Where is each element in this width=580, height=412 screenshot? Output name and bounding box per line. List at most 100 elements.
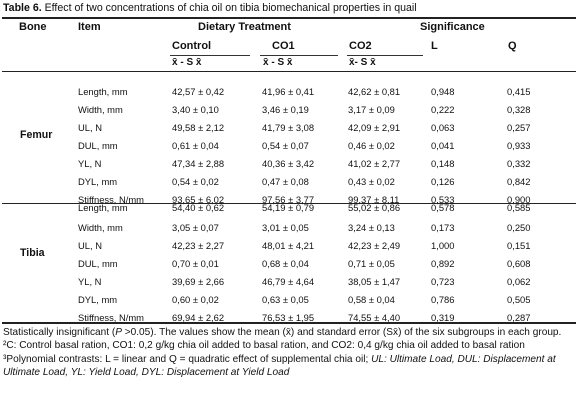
co1-cell: 0,63 ± 0,05 [262, 294, 309, 305]
symbol-control: x̄ - S x̄ [172, 57, 202, 68]
header-bone: Bone [19, 21, 47, 33]
co1-cell: 41,96 ± 0,41 [262, 86, 315, 97]
co2-cell: 41,02 ± 2,77 [348, 158, 401, 169]
q-cell: 0,585 [507, 202, 531, 213]
co1-cell: 48,01 ± 4,21 [262, 240, 315, 251]
control-cell: 69,94 ± 2,62 [172, 312, 225, 323]
co1-cell: 76,53 ± 1,95 [262, 312, 315, 323]
q-cell: 0,257 [507, 122, 531, 133]
header-l: L [431, 40, 438, 52]
co2-cell: 0,46 ± 0,02 [348, 140, 395, 151]
item-cell: DUL, mm [78, 258, 118, 269]
header-control: Control [172, 40, 212, 52]
l-cell: 0,173 [431, 222, 455, 233]
header-item: Item [78, 21, 101, 33]
q-cell: 0,287 [507, 312, 531, 323]
l-cell: 0,148 [431, 158, 455, 169]
co2-cell: 99,37 ± 8,11 [348, 194, 400, 205]
co2-cell: 42,09 ± 2,91 [348, 122, 401, 133]
item-cell: DUL, mm [78, 140, 118, 151]
bone-label: Femur [20, 129, 53, 141]
l-cell: 0,578 [431, 202, 455, 213]
co1-underline [260, 55, 338, 56]
q-cell: 0,151 [507, 240, 531, 251]
co2-cell: 0,58 ± 0,04 [348, 294, 395, 305]
footnote-p-symbol: P [115, 327, 122, 338]
co1-cell: 3,46 ± 0,19 [262, 104, 309, 115]
l-cell: 0,222 [431, 104, 455, 115]
symbol-co2: x̄- S x̄ [349, 57, 376, 68]
item-cell: UL, N [78, 122, 102, 133]
control-cell: 49,58 ± 2,12 [172, 122, 225, 133]
co1-cell: 0,68 ± 0,04 [262, 258, 309, 269]
item-cell: Length, mm [78, 86, 128, 97]
co2-cell: 42,62 ± 0,81 [348, 86, 401, 97]
q-cell: 0,900 [507, 194, 531, 205]
table-footnote: Statistically insignificant (P >0.05). T… [3, 326, 575, 380]
co2-underline [347, 55, 423, 56]
item-cell: DYL, mm [78, 294, 118, 305]
header-co2: CO2 [349, 40, 372, 52]
control-cell: 42,23 ± 2,27 [172, 240, 225, 251]
table-label: Table 6. [3, 2, 42, 14]
control-underline [170, 55, 250, 56]
l-cell: 0,041 [431, 140, 455, 151]
control-cell: 0,61 ± 0,04 [172, 140, 219, 151]
l-cell: 1,000 [431, 240, 455, 251]
symbol-co1: x̄ - S x̄ [263, 57, 293, 68]
control-cell: 39,69 ± 2,66 [172, 276, 225, 287]
co1-cell: 3,01 ± 0,05 [262, 222, 309, 233]
item-cell: Length, mm [78, 202, 128, 213]
q-cell: 0,062 [507, 276, 531, 287]
co2-cell: 55,02 ± 0,86 [348, 202, 401, 213]
co1-cell: 54,19 ± 0,79 [262, 202, 315, 213]
co1-cell: 40,36 ± 3,42 [262, 158, 315, 169]
co2-cell: 74,55 ± 4,40 [348, 312, 401, 323]
header-dietary-treatment: Dietary Treatment [198, 21, 291, 33]
q-cell: 0,842 [507, 176, 531, 187]
header-co1: CO1 [272, 40, 295, 52]
co2-cell: 3,17 ± 0,09 [348, 104, 395, 115]
footnote-text-2: >0.05). The values show the mean (x̄) an… [3, 327, 562, 365]
item-cell: Width, mm [78, 222, 123, 233]
co2-cell: 38,05 ± 1,47 [348, 276, 401, 287]
header-significance: Significance [420, 21, 485, 33]
control-cell: 0,60 ± 0,02 [172, 294, 219, 305]
co2-cell: 0,43 ± 0,02 [348, 176, 395, 187]
co1-cell: 41,79 ± 3,08 [262, 122, 315, 133]
co1-cell: 97,56 ± 3,77 [262, 194, 315, 205]
l-cell: 0,723 [431, 276, 455, 287]
control-cell: 3,05 ± 0,07 [172, 222, 219, 233]
control-cell: 0,54 ± 0,02 [172, 176, 219, 187]
header-rule [2, 71, 576, 72]
l-cell: 0,948 [431, 86, 455, 97]
item-cell: Stiffness, N/mm [78, 312, 144, 323]
l-cell: 0,126 [431, 176, 455, 187]
top-rule [2, 17, 576, 19]
q-cell: 0,608 [507, 258, 531, 269]
footnote-text-1: Statistically insignificant ( [3, 327, 116, 338]
footnote-abbreviations: UL: Ultimate Load, DUL: Displacement at … [3, 353, 556, 379]
item-cell: UL, N [78, 240, 102, 251]
co2-cell: 3,24 ± 0,13 [348, 222, 395, 233]
co2-cell: 42,23 ± 2,49 [348, 240, 401, 251]
l-cell: 0,063 [431, 122, 455, 133]
header-q: Q [508, 40, 517, 52]
control-cell: 47,34 ± 2,88 [172, 158, 225, 169]
l-cell: 0,319 [431, 312, 455, 323]
co1-cell: 0,47 ± 0,08 [262, 176, 309, 187]
l-cell: 0,786 [431, 294, 455, 305]
control-cell: 42,57 ± 0,42 [172, 86, 225, 97]
q-cell: 0,328 [507, 104, 531, 115]
q-cell: 0,415 [507, 86, 531, 97]
l-cell: 0,533 [431, 194, 455, 205]
control-cell: 0,70 ± 0,01 [172, 258, 219, 269]
table-title: Effect of two concentrations of chia oil… [41, 2, 417, 14]
q-cell: 0,505 [507, 294, 531, 305]
l-cell: 0,892 [431, 258, 455, 269]
item-cell: YL, N [78, 276, 102, 287]
bottom-rule [2, 322, 576, 324]
q-cell: 0,250 [507, 222, 531, 233]
control-cell: 3,40 ± 0,10 [172, 104, 219, 115]
bone-label: Tibia [20, 247, 45, 259]
